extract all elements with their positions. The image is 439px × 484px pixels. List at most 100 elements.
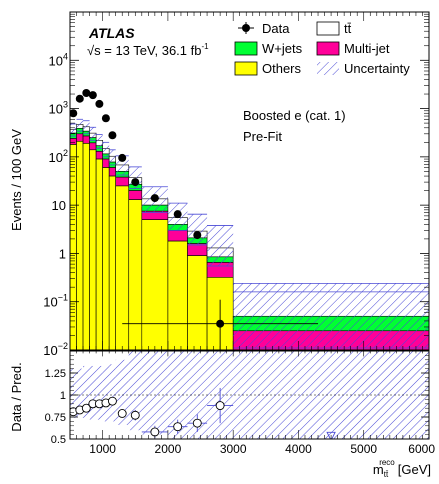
axes-frames: 10−2 10−1 1 10 102 103 104 1000 2000 3000 4000 5000… xyxy=(43,11,435,456)
data-point-6 xyxy=(108,131,117,140)
legend-swatch-multijet xyxy=(316,41,340,56)
data-point-8 xyxy=(131,178,140,187)
unc-band-3 xyxy=(89,127,97,141)
main-ylabel: Events / 100 GeV xyxy=(9,129,24,231)
ratio-point-11 xyxy=(192,418,202,428)
legend-label-wjets: W+jets xyxy=(262,41,303,56)
bar-others-9 xyxy=(141,219,169,350)
ratio-unc-11 xyxy=(187,351,208,439)
ratio-ytick-label-3: 1.25 xyxy=(45,368,66,380)
legend-label-data: Data xyxy=(262,21,290,36)
bar-others-2 xyxy=(82,143,90,350)
bar-multijet-3 xyxy=(89,142,97,151)
ratio-offscale-marker xyxy=(326,431,336,439)
ratio-point-12 xyxy=(215,401,225,411)
legend-label-multijet: Multi-jet xyxy=(344,41,390,56)
main-ytick-label-2: 1 xyxy=(59,246,66,261)
ratio-unc-0 xyxy=(70,368,77,418)
ratio-unc-10 xyxy=(167,351,188,439)
unc-band-2 xyxy=(83,120,90,134)
legend: Data tt̄ W+jets Multi-jet Others Uncertainty xyxy=(234,21,410,76)
ratio-unc-3 xyxy=(89,365,97,420)
main-panel xyxy=(70,89,429,350)
data-point-12 xyxy=(216,319,225,328)
data-point-9 xyxy=(150,194,159,203)
ratio-point-2 xyxy=(81,403,91,413)
unc-band-5 xyxy=(102,142,110,157)
unc-band-7 xyxy=(115,155,129,176)
bar-multijet-4 xyxy=(95,151,103,160)
unc-band-6 xyxy=(109,149,116,165)
x-tick-label-3: 4000 xyxy=(285,442,312,456)
unc-band-4 xyxy=(96,134,103,149)
ratio-ytick-label-2: 1 xyxy=(60,390,66,402)
ratio-point-8 xyxy=(130,410,140,420)
bar-others-11 xyxy=(187,255,208,350)
ratio-unc-2 xyxy=(83,365,90,418)
x-tick-label-2: 3000 xyxy=(220,442,247,456)
bar-multijet-11 xyxy=(187,243,208,256)
bar-multijet-5 xyxy=(102,158,110,168)
bar-others-4 xyxy=(95,158,103,350)
legend-label-unc: Uncertainty xyxy=(344,61,410,76)
ratio-point-7 xyxy=(117,409,127,418)
main-ytick-label-5: 103 xyxy=(49,100,68,117)
ratio-ylabel: Data / Pred. xyxy=(9,362,24,431)
experiment-label: ATLAS xyxy=(88,25,135,41)
x-tick-label-1: 2000 xyxy=(155,442,182,456)
ratio-ytick-label-0: 0.5 xyxy=(51,434,66,446)
unc-band-12 xyxy=(207,225,234,266)
ratio-ytick-label-1: 0.75 xyxy=(45,412,66,424)
main-ytick-label-0: 10−2 xyxy=(43,341,68,358)
ratio-unc-8 xyxy=(128,351,142,431)
bar-others-3 xyxy=(89,149,97,350)
ratio-unc-7 xyxy=(115,359,129,425)
stage-label: Pre-Fit xyxy=(243,129,282,144)
data-point-5 xyxy=(101,114,110,123)
x-tick-label-4: 5000 xyxy=(350,442,377,456)
main-ytick-label-6: 104 xyxy=(49,51,68,68)
unc-band-11 xyxy=(187,214,208,245)
legend-swatch-others xyxy=(234,61,258,76)
data-point-7 xyxy=(118,153,127,162)
unc-band-13 xyxy=(233,283,429,349)
unc-band-0 xyxy=(70,123,77,137)
main-ytick-label-4: 102 xyxy=(49,148,68,165)
bar-others-1 xyxy=(76,140,84,350)
data-point-4 xyxy=(95,99,104,108)
bar-multijet-10 xyxy=(167,230,188,242)
lumi-label: √s = 13 TeV, 36.1 fb-1 xyxy=(87,42,209,58)
bar-multijet-2 xyxy=(82,135,90,144)
bar-others-0 xyxy=(70,144,77,350)
data-point-2 xyxy=(82,89,91,98)
main-ytick-label-3: 10 xyxy=(52,198,66,213)
bar-multijet-1 xyxy=(76,133,84,142)
bar-others-10 xyxy=(167,240,188,350)
x-tick-label-5: 6000 xyxy=(408,442,435,456)
legend-label-others: Others xyxy=(262,61,302,76)
channel-label: Boosted e (cat. 1) xyxy=(243,108,346,123)
ratio-unc-5 xyxy=(102,365,110,422)
bar-others-7 xyxy=(115,185,130,350)
bar-others-8 xyxy=(128,199,143,350)
main-axes-frame xyxy=(69,11,430,351)
ratio-unc-1 xyxy=(76,368,84,418)
ratio-point-9 xyxy=(150,427,160,437)
data-point-10 xyxy=(173,210,182,219)
data-point-11 xyxy=(193,231,202,240)
legend-swatch-unc xyxy=(317,62,339,75)
data-point-1 xyxy=(75,94,84,103)
ratio-unc-9 xyxy=(141,351,168,435)
legend-swatch-ttbar xyxy=(316,21,340,36)
data-point-3 xyxy=(88,91,97,100)
main-ytick-label-1: 10−1 xyxy=(43,293,68,310)
unc-band-1 xyxy=(76,119,84,132)
bar-multijet-0 xyxy=(70,138,77,145)
ratio-panel xyxy=(70,351,429,439)
ratio-unc-6 xyxy=(109,364,116,422)
legend-label-ttbar: tt̄ xyxy=(344,21,352,36)
bar-others-6 xyxy=(108,175,116,350)
x-axis-label: mtt̄reco [GeV] xyxy=(373,458,431,479)
legend-swatch-wjets xyxy=(234,41,258,56)
